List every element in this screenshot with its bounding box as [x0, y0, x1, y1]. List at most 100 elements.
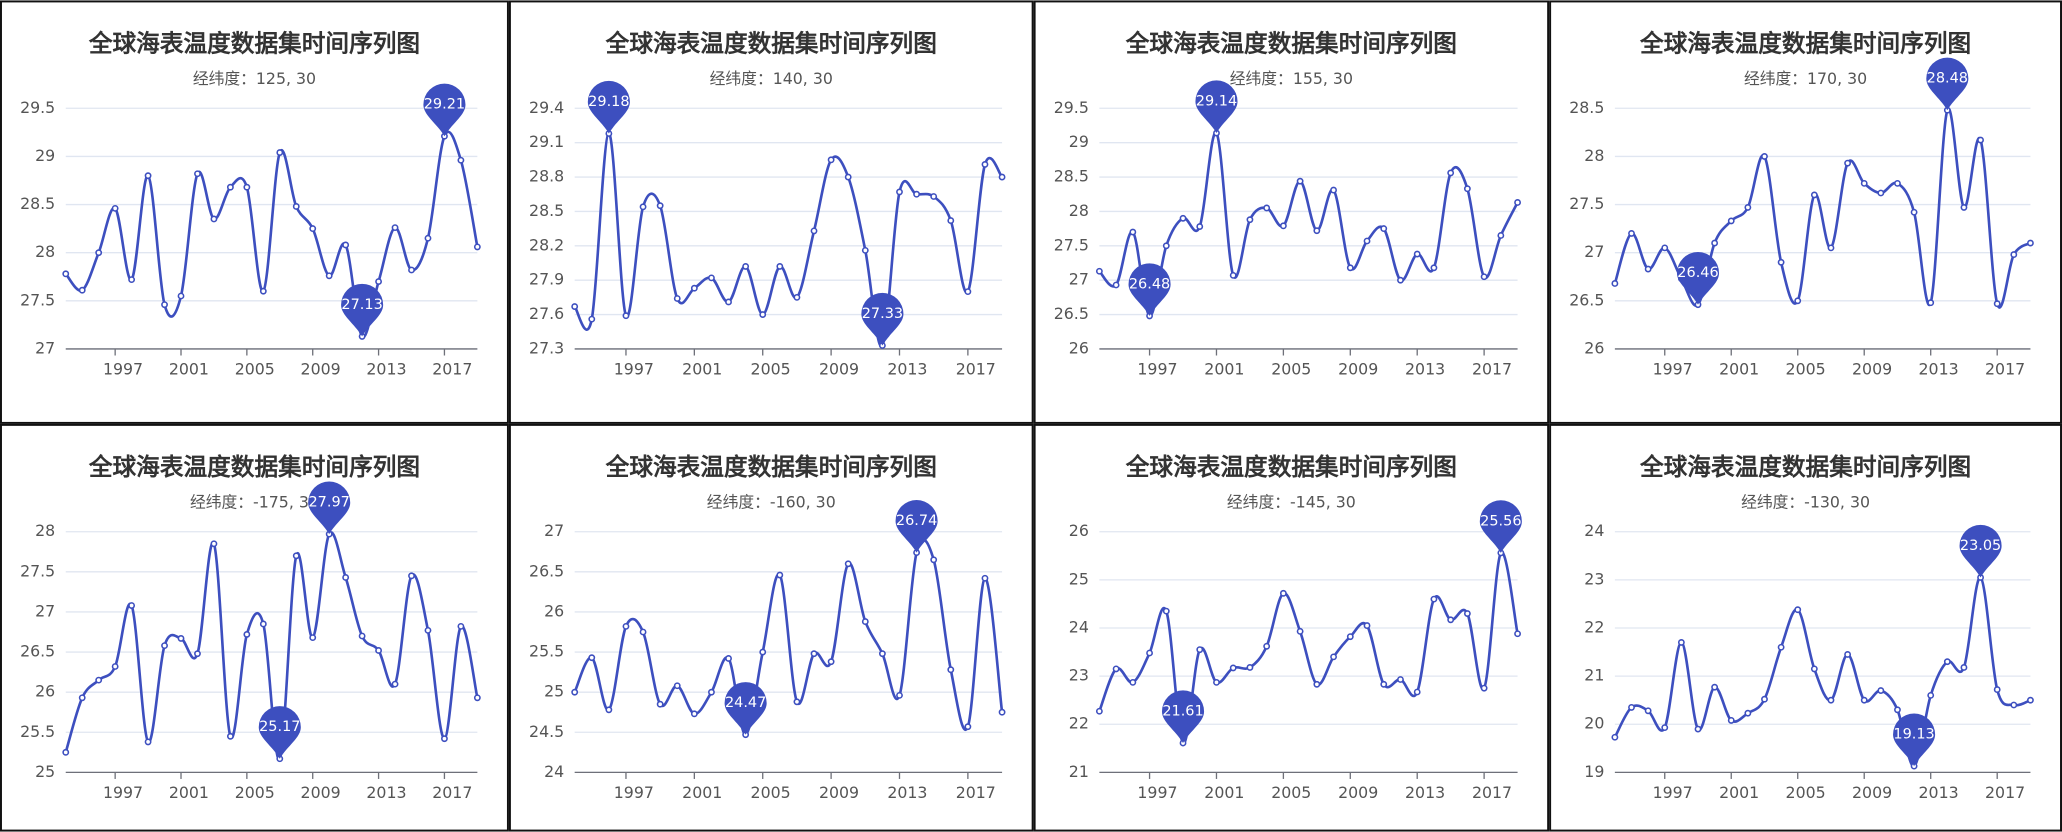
data-point [1960, 204, 1968, 211]
y-tick-label: 29.5 [20, 98, 55, 117]
mark-pin [341, 283, 384, 337]
mark-pin [1676, 252, 1720, 305]
x-tick-label: 2001 [682, 783, 722, 802]
mark-pin [895, 499, 938, 553]
y-tick-label: 22 [1584, 617, 1604, 636]
data-point [690, 710, 698, 718]
x-tick-label: 2001 [169, 783, 209, 802]
data-point [1229, 664, 1237, 672]
data-point [776, 263, 784, 270]
x-tick-label: 1997 [1653, 783, 1693, 802]
data-point [1694, 725, 1702, 733]
data-point [1413, 250, 1421, 258]
data-point [78, 694, 86, 702]
data-point [1960, 664, 1968, 671]
x-tick-label: 2017 [956, 783, 996, 802]
data-point [95, 249, 103, 257]
data-point [1977, 136, 1984, 144]
y-tick-label: 26.5 [20, 642, 55, 661]
data-point [827, 156, 835, 164]
data-point [128, 276, 136, 284]
mark-pin-label: 27.13 [341, 297, 382, 313]
series-line [1098, 551, 1519, 745]
mark-pin [1161, 690, 1205, 744]
x-tick-label: 1997 [614, 783, 654, 802]
mark-pin [423, 83, 466, 137]
data-point [1677, 639, 1685, 646]
mark-pin-label: 24.47 [725, 695, 766, 711]
data-point [375, 278, 382, 285]
x-tick-label: 2001 [1204, 783, 1244, 802]
data-point [1162, 242, 1170, 250]
data-point [473, 694, 481, 702]
data-point [1827, 696, 1835, 704]
y-tick-label: 20 [1584, 714, 1604, 733]
data-point [1129, 678, 1137, 686]
data-point [1894, 179, 1901, 187]
data-point [408, 266, 415, 274]
x-tick-label: 2005 [235, 783, 275, 802]
y-tick-label: 26.5 [529, 561, 564, 580]
y-tick-label: 27 [35, 601, 55, 620]
x-tick-label: 2013 [366, 359, 406, 378]
data-point [1894, 706, 1901, 714]
data-point [1279, 222, 1287, 230]
data-point [1628, 703, 1635, 711]
chart-title: 全球海表温度数据集时间序列图 [1125, 453, 1457, 481]
data-point [1810, 665, 1818, 673]
x-tick-label: 2005 [1786, 783, 1826, 802]
y-tick-label: 23 [1069, 666, 1089, 685]
data-point [1761, 695, 1768, 703]
mark-pin-label: 29.21 [424, 97, 465, 113]
mark-pin-label: 25.56 [1480, 513, 1521, 529]
data-point [947, 217, 955, 225]
data-point [1827, 244, 1835, 252]
data-point [793, 293, 801, 301]
data-point [1993, 686, 2001, 694]
chart-title: 全球海表温度数据集时间序列图 [88, 30, 420, 58]
data-point [1397, 276, 1404, 284]
mark-pin [1479, 500, 1522, 553]
data-point [1330, 186, 1337, 194]
x-tick-label: 2017 [1985, 783, 2025, 802]
data-point [1463, 185, 1471, 193]
data-point [2010, 251, 2018, 259]
y-tick-label: 28 [35, 521, 55, 540]
data-point [62, 748, 70, 756]
data-point [1263, 204, 1271, 212]
y-tick-label: 28.5 [20, 194, 55, 213]
data-point [725, 655, 732, 662]
y-tick-label: 26.5 [1569, 290, 1604, 309]
y-tick-label: 21 [1069, 762, 1089, 781]
y-tick-label: 27 [1069, 270, 1089, 289]
mark-pin-label: 27.97 [308, 495, 349, 511]
x-tick-label: 2005 [751, 783, 791, 802]
x-tick-label: 2017 [1472, 783, 1512, 802]
data-point [1263, 642, 1271, 650]
mark-pin [1195, 80, 1238, 134]
y-tick-label: 26.5 [1054, 304, 1089, 323]
y-tick-label: 19 [1584, 762, 1604, 781]
data-point [844, 173, 852, 181]
data-point [861, 618, 869, 625]
y-tick-label: 24 [1584, 521, 1604, 540]
chart-subtitle: 经纬度：155, 30 [1230, 69, 1353, 88]
y-tick-label: 27.3 [529, 338, 564, 357]
x-tick-label: 2001 [1719, 783, 1759, 802]
y-tick-label: 25 [1069, 569, 1089, 588]
x-tick-label: 1997 [1137, 783, 1177, 802]
data-point [1794, 297, 1802, 305]
data-point [424, 626, 432, 634]
x-tick-label: 2009 [819, 359, 859, 378]
mark-pin [861, 292, 904, 346]
mark-pin [258, 706, 301, 759]
data-point [1844, 651, 1852, 658]
y-tick-label: 28.5 [1054, 167, 1089, 186]
data-point [844, 560, 852, 568]
y-tick-label: 29 [35, 146, 55, 165]
mark-pin-label: 23.05 [1960, 538, 2001, 554]
data-point [1313, 227, 1321, 235]
